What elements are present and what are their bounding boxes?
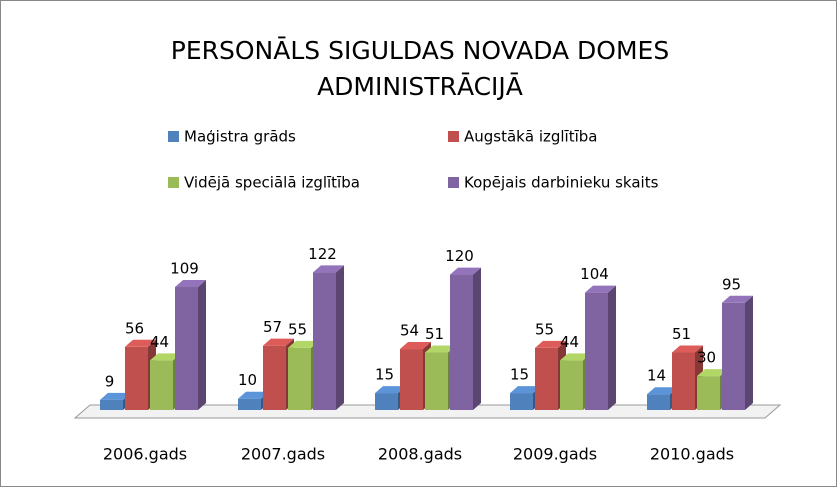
- bar: [450, 274, 473, 410]
- value-label: 30: [697, 349, 716, 367]
- bar-top: [313, 265, 344, 273]
- x-tick-label: 2010.gads: [650, 445, 734, 464]
- bar: [535, 347, 558, 410]
- bar: [375, 393, 398, 410]
- bar-top: [375, 386, 406, 394]
- value-label: 104: [580, 265, 609, 283]
- bar: [672, 352, 695, 410]
- bar: [125, 346, 148, 410]
- chart-title: ADMINISTRĀCIJĀ: [317, 72, 523, 101]
- bar-top: [175, 279, 206, 287]
- value-label: 55: [288, 320, 307, 338]
- value-label: 51: [425, 325, 444, 343]
- bar-top: [722, 295, 753, 303]
- bar-top: [560, 353, 591, 361]
- legend-label: Maģistra grāds: [184, 128, 296, 146]
- bar: [263, 345, 286, 410]
- bar: [697, 376, 720, 410]
- bar-top: [425, 345, 456, 353]
- bar: [150, 360, 173, 410]
- bar: [100, 399, 123, 410]
- bar: [288, 347, 311, 410]
- bar-side: [608, 285, 616, 410]
- bar-top: [238, 391, 269, 399]
- bar-top: [450, 267, 481, 275]
- bar-side: [745, 295, 753, 410]
- bar-side: [198, 279, 206, 410]
- legend-label: Vidējā speciālā izglītība: [184, 174, 360, 192]
- legend-label: Kopējais darbinieku skaits: [464, 174, 659, 192]
- legend-swatch: [448, 131, 459, 142]
- value-label: 15: [510, 366, 529, 384]
- x-tick-label: 2007.gads: [241, 445, 325, 464]
- bar-top: [535, 340, 566, 348]
- value-label: 44: [150, 333, 169, 351]
- value-label: 44: [560, 333, 579, 351]
- bar-side: [336, 265, 344, 410]
- x-tick-label: 2006.gads: [103, 445, 187, 464]
- bar: [313, 272, 336, 410]
- bar: [238, 398, 261, 410]
- value-label: 14: [647, 367, 666, 385]
- bar: [722, 302, 745, 410]
- value-label: 9: [105, 372, 115, 390]
- bar-top: [585, 285, 616, 293]
- value-label: 109: [170, 259, 199, 277]
- bar: [175, 286, 198, 410]
- value-label: 57: [263, 318, 282, 336]
- value-label: 120: [445, 247, 474, 265]
- value-label: 54: [400, 322, 419, 340]
- value-label: 56: [125, 319, 144, 337]
- value-label: 95: [722, 275, 741, 293]
- legend-swatch: [168, 177, 179, 188]
- bar-top: [288, 340, 319, 348]
- chart-title: PERSONĀLS SIGULDAS NOVADA DOMES: [171, 36, 669, 65]
- bar: [510, 393, 533, 410]
- bar-top: [697, 369, 728, 377]
- value-label: 55: [535, 320, 554, 338]
- legend-swatch: [168, 131, 179, 142]
- value-label: 122: [308, 245, 337, 263]
- value-label: 15: [375, 366, 394, 384]
- bar-top: [647, 387, 678, 395]
- x-tick-label: 2008.gads: [378, 445, 462, 464]
- bar-top: [263, 338, 294, 346]
- value-label: 10: [238, 371, 257, 389]
- x-tick-label: 2009.gads: [513, 445, 597, 464]
- bar: [647, 394, 670, 410]
- legend-swatch: [448, 177, 459, 188]
- value-label: 51: [672, 325, 691, 343]
- bar: [425, 352, 448, 410]
- bar-top: [672, 345, 703, 353]
- bar-top: [150, 353, 181, 361]
- bar-top: [125, 339, 156, 347]
- bar: [560, 360, 583, 410]
- legend-label: Augstākā izglītība: [464, 128, 597, 146]
- bar-top: [100, 392, 131, 400]
- bar-side: [473, 267, 481, 410]
- bar: [400, 349, 423, 410]
- bar: [585, 292, 608, 410]
- bar-top: [400, 342, 431, 350]
- bar-top: [510, 386, 541, 394]
